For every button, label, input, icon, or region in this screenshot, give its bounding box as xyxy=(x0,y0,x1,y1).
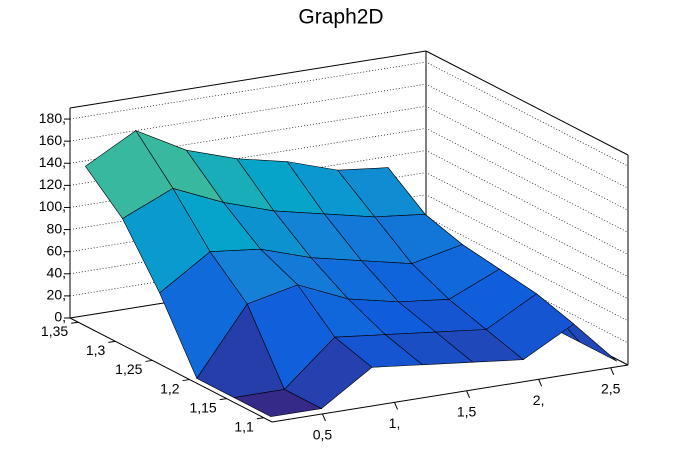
y-tick xyxy=(71,321,79,324)
y-tick xyxy=(182,379,190,382)
z-tick-label: 180, xyxy=(39,110,66,126)
y-tick-label: 1,15 xyxy=(189,399,216,415)
z-tick-label: 80, xyxy=(47,220,66,236)
y-tick xyxy=(219,398,227,401)
x-tick-label: 2, xyxy=(533,392,545,408)
z-tick-label: 40, xyxy=(47,264,66,280)
x-tick xyxy=(466,390,471,399)
z-tick-label: 100, xyxy=(39,198,66,214)
x-tick xyxy=(610,367,615,375)
y-tick xyxy=(256,417,264,420)
surface-cell xyxy=(232,389,323,417)
x-tick-label: 2,5 xyxy=(601,380,621,396)
y-tick-label: 1,25 xyxy=(115,361,142,377)
x-tick xyxy=(321,413,326,422)
y-tick-label: 1,3 xyxy=(86,342,106,358)
frame xyxy=(425,50,629,156)
chart-title: Graph2D xyxy=(298,6,383,29)
frame xyxy=(69,50,427,109)
x-tick-label: 1, xyxy=(389,415,401,431)
grid-line xyxy=(69,61,629,167)
grid-line xyxy=(69,83,629,189)
grid-line xyxy=(69,105,629,211)
z-tick-label: 60, xyxy=(47,242,66,258)
y-tick xyxy=(145,359,153,362)
y-tick xyxy=(108,340,116,343)
x-tick xyxy=(394,402,398,410)
z-tick-label: 0, xyxy=(54,309,66,325)
y-tick-label: 1,35 xyxy=(41,323,68,339)
x-tick-label: 1,5 xyxy=(457,404,477,420)
x-tick-label: 0,5 xyxy=(313,427,333,443)
x-axis xyxy=(271,364,629,423)
z-tick-label: 140, xyxy=(39,154,66,170)
z-tick-label: 120, xyxy=(39,176,66,192)
y-axis xyxy=(69,317,273,423)
y-tick-label: 1,2 xyxy=(160,380,180,396)
y-tick-label: 1,1 xyxy=(234,418,254,434)
z-tick-label: 160, xyxy=(39,132,66,148)
z-tick-label: 20, xyxy=(47,287,66,303)
x-tick xyxy=(538,379,543,387)
